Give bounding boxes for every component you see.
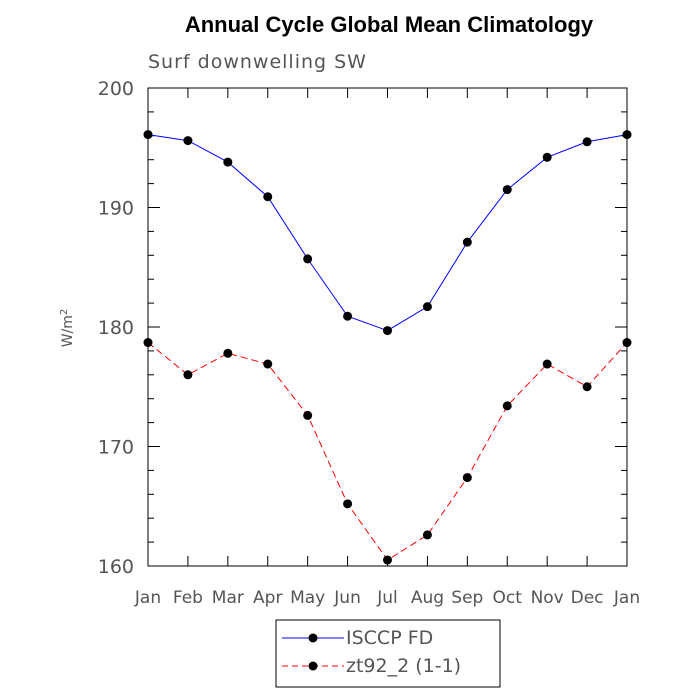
y-axis-label-unit: W/m [60,315,76,347]
series-1-point [143,338,153,348]
series-0-point [343,311,353,321]
series-1-point [622,338,632,348]
y-tick-label: 200 [98,78,134,100]
series-0-point [622,130,632,140]
x-tick-label: Jun [333,588,361,608]
legend-marker-zt92 [308,661,318,671]
y-tick-label: 160 [98,556,134,578]
series-1-point [582,382,592,392]
series-line-0 [147,134,628,332]
series-0-point [582,137,592,147]
x-tick-label: Jan [613,588,640,608]
series-1-point [343,499,353,509]
series-1-point [383,555,392,565]
series-0-point [223,157,233,167]
series-0-point [422,302,432,312]
series-1-point [223,348,233,358]
y-axis-label-superscript: 2 [59,309,70,315]
series-line-1 [147,342,628,561]
x-tick-label: Aug [411,588,444,608]
series-0-point [303,254,313,264]
x-tick-label: Feb [173,588,203,608]
series-0-point [462,237,472,247]
legend-label-isccp: ISCCP FD [346,627,433,649]
series-layer [143,130,632,565]
y-axis-label: W/m2 [59,309,76,348]
series-1-point [183,370,193,380]
x-tick-label: Oct [493,588,523,608]
series-0-point [263,192,273,202]
legend-marker-isccp [308,633,318,643]
chart-title: Annual Cycle Global Mean Climatology [185,12,594,37]
x-tick-label: Mar [212,588,244,608]
legend: ISCCP FD zt92_2 (1-1) [275,619,501,688]
y-tick-label: 180 [98,317,134,339]
series-0-point [143,130,153,140]
x-tick-label: Jan [134,588,161,608]
legend-label-zt92: zt92_2 (1-1) [346,655,461,677]
x-tick-label: May [290,588,325,608]
series-1-point [263,359,273,369]
x-tick-label: Jul [376,588,398,608]
x-tick-label: Nov [531,588,564,608]
x-tick-label: Sep [451,588,483,608]
series-1-point [303,410,313,420]
series-1-point [542,359,552,369]
legend-box [275,619,501,688]
series-0-point [502,185,512,195]
series-1-point [422,530,432,540]
axis-ticks: Jan Feb Mar Apr May Jun Jul Aug Sep Oct Nov Dec Jan1… [98,78,640,608]
y-tick-label: 170 [98,437,134,459]
y-tick-label: 190 [98,198,134,220]
series-1-point [502,401,512,411]
series-1-point [462,473,472,483]
series-0-point [383,326,392,336]
series-0-point [542,152,552,162]
x-tick-label: Apr [253,588,282,608]
series-0-point [183,136,193,146]
x-tick-label: Dec [571,588,604,608]
chart-subtitle: Surf downwelling SW [148,51,367,73]
